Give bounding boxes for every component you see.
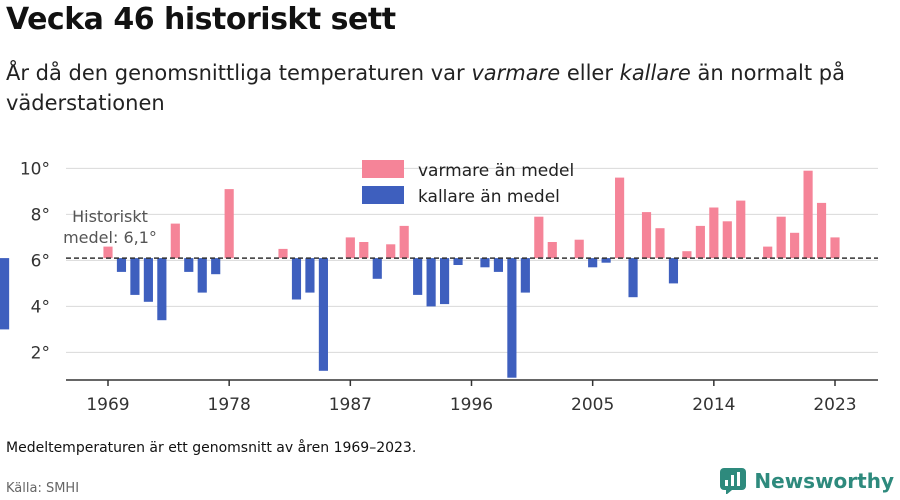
footnote: Medeltemperaturen är ett genomsnitt av å… (6, 440, 417, 456)
bar-warm (345, 237, 355, 259)
brand[interactable]: Newsworthy (720, 468, 894, 494)
bar-warm (722, 221, 732, 259)
bar-warm (816, 202, 827, 259)
subtitle-part1: År då den genomsnittliga temperaturen va… (6, 61, 472, 85)
y-axis-ticks: 2° 4° 6° 8° 10° (20, 159, 50, 363)
page-title: Vecka 46 historiskt sett (6, 2, 396, 37)
legend: varmare än medel kallare än medel (362, 160, 574, 207)
x-tick-label: 1978 (208, 395, 251, 415)
bar-warm (736, 200, 746, 259)
bar-cold (413, 258, 423, 295)
bar-warm (574, 239, 584, 259)
bar-warm (709, 207, 719, 259)
bar-warm (682, 251, 692, 259)
bar-warm (399, 225, 409, 259)
bar-cold (184, 258, 194, 272)
y-tick-label: 10° (20, 159, 50, 179)
bar-warm (830, 237, 840, 259)
bar-warm (534, 216, 544, 259)
bar-warm (103, 246, 113, 259)
bar-cold (507, 258, 517, 378)
bar-cold (143, 258, 153, 302)
bar-cold (453, 258, 463, 265)
bar-cold (668, 258, 679, 284)
bar-warm (615, 177, 625, 259)
bar-warm (386, 244, 396, 259)
subtitle-part2: eller (560, 61, 620, 85)
legend-cold-label: kallare än medel (418, 187, 560, 207)
bar-cold (157, 258, 167, 321)
x-axis-ticks: 1969 1978 1987 1996 2005 2014 2023 (86, 380, 857, 415)
bar-cold (588, 258, 598, 268)
bar-cold (291, 258, 302, 300)
x-tick-label: 2005 (571, 395, 614, 415)
y-tick-label: 4° (31, 297, 50, 317)
y-tick-label: 2° (31, 343, 50, 363)
bar-cold (628, 258, 638, 298)
bar-warm (170, 223, 180, 259)
bar-cold (116, 258, 127, 272)
bar-cold (130, 258, 140, 295)
bars (0, 170, 840, 378)
bar-cold (197, 258, 207, 293)
bar-warm (278, 248, 288, 259)
bar-warm (224, 189, 234, 259)
bar-warm (641, 212, 652, 259)
bar-cold (372, 258, 382, 279)
bar-cold (211, 258, 221, 275)
bar-chart: 2°4°6°8°10° Historiskt medel: 6,1° 1969 1… (0, 159, 878, 415)
subtitle-warm-word: varmare (471, 61, 561, 85)
x-tick-label: 1996 (450, 395, 493, 415)
bar-warm (655, 228, 665, 259)
bar-cold (493, 258, 504, 272)
y-tick-label: 6° (31, 251, 50, 271)
bar-warm (695, 225, 705, 259)
bar-cold (520, 258, 530, 293)
newsworthy-logo-icon (720, 468, 747, 494)
bar-warm (763, 246, 773, 259)
bar-cold (305, 258, 315, 293)
baseline-label-line2: medel: 6,1° (63, 228, 157, 247)
bar-warm (547, 242, 557, 259)
bar-cold (480, 258, 490, 268)
subtitle: År då den genomsnittliga temperaturen va… (6, 58, 866, 118)
x-tick-label: 1987 (329, 395, 372, 415)
bar-cold (601, 258, 611, 263)
legend-warm-swatch (362, 160, 404, 178)
x-tick-label: 1969 (86, 395, 129, 415)
bar-warm (359, 242, 369, 259)
legend-cold-swatch (362, 186, 404, 204)
bar-cold (426, 258, 436, 307)
bar-warm (790, 232, 800, 259)
x-tick-label: 2014 (692, 395, 735, 415)
legend-warm-label: varmare än medel (418, 161, 574, 181)
brand-name: Newsworthy (754, 469, 894, 493)
bar-warm (776, 216, 786, 259)
source: Källa: SMHI (6, 481, 80, 496)
baseline-label-line1: Historiskt (72, 207, 148, 226)
subtitle-cold-word: kallare (619, 61, 691, 85)
y-tick-label: 8° (31, 205, 50, 225)
subtitle-part3: än normalt på väderstationen (6, 61, 845, 115)
bar-cold (0, 258, 10, 330)
bar-cold (318, 258, 328, 371)
bar-cold (439, 258, 450, 305)
x-tick-label: 2023 (813, 395, 856, 415)
bar-warm (803, 170, 813, 259)
